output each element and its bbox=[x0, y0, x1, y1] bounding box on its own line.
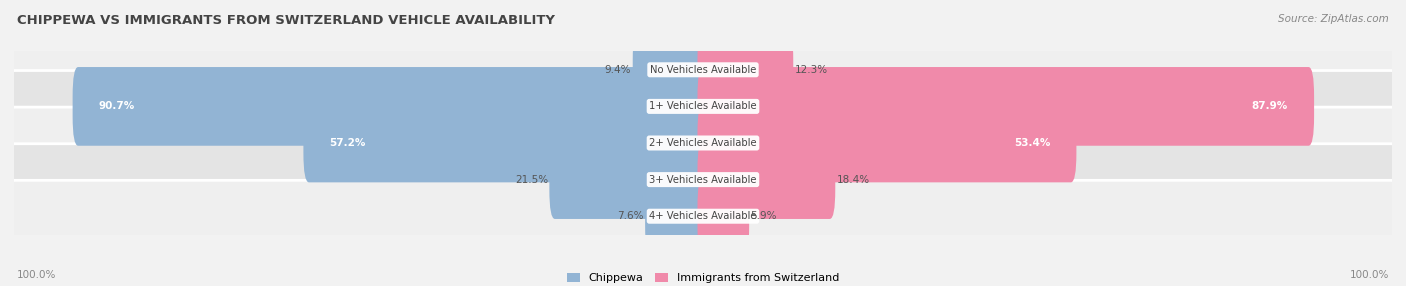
FancyBboxPatch shape bbox=[11, 71, 1395, 142]
FancyBboxPatch shape bbox=[697, 67, 1315, 146]
Text: 4+ Vehicles Available: 4+ Vehicles Available bbox=[650, 211, 756, 221]
Text: 7.6%: 7.6% bbox=[617, 211, 644, 221]
FancyBboxPatch shape bbox=[697, 104, 1077, 182]
Text: Source: ZipAtlas.com: Source: ZipAtlas.com bbox=[1278, 14, 1389, 24]
FancyBboxPatch shape bbox=[11, 34, 1395, 106]
Legend: Chippewa, Immigrants from Switzerland: Chippewa, Immigrants from Switzerland bbox=[562, 268, 844, 286]
Text: 18.4%: 18.4% bbox=[837, 175, 870, 184]
FancyBboxPatch shape bbox=[633, 30, 709, 109]
FancyBboxPatch shape bbox=[304, 104, 709, 182]
Text: 21.5%: 21.5% bbox=[515, 175, 548, 184]
Text: 57.2%: 57.2% bbox=[329, 138, 366, 148]
Text: CHIPPEWA VS IMMIGRANTS FROM SWITZERLAND VEHICLE AVAILABILITY: CHIPPEWA VS IMMIGRANTS FROM SWITZERLAND … bbox=[17, 14, 555, 27]
FancyBboxPatch shape bbox=[697, 177, 749, 256]
Text: 12.3%: 12.3% bbox=[794, 65, 828, 75]
FancyBboxPatch shape bbox=[73, 67, 709, 146]
Text: 53.4%: 53.4% bbox=[1014, 138, 1050, 148]
Text: 100.0%: 100.0% bbox=[1350, 270, 1389, 280]
Text: 87.9%: 87.9% bbox=[1251, 102, 1288, 111]
Text: 100.0%: 100.0% bbox=[17, 270, 56, 280]
FancyBboxPatch shape bbox=[697, 140, 835, 219]
Text: 1+ Vehicles Available: 1+ Vehicles Available bbox=[650, 102, 756, 111]
FancyBboxPatch shape bbox=[550, 140, 709, 219]
Text: 5.9%: 5.9% bbox=[751, 211, 778, 221]
FancyBboxPatch shape bbox=[645, 177, 709, 256]
FancyBboxPatch shape bbox=[697, 30, 793, 109]
Text: 2+ Vehicles Available: 2+ Vehicles Available bbox=[650, 138, 756, 148]
FancyBboxPatch shape bbox=[11, 180, 1395, 252]
FancyBboxPatch shape bbox=[11, 107, 1395, 179]
Text: 9.4%: 9.4% bbox=[605, 65, 631, 75]
Text: 3+ Vehicles Available: 3+ Vehicles Available bbox=[650, 175, 756, 184]
Text: No Vehicles Available: No Vehicles Available bbox=[650, 65, 756, 75]
Text: 90.7%: 90.7% bbox=[98, 102, 135, 111]
FancyBboxPatch shape bbox=[11, 144, 1395, 215]
